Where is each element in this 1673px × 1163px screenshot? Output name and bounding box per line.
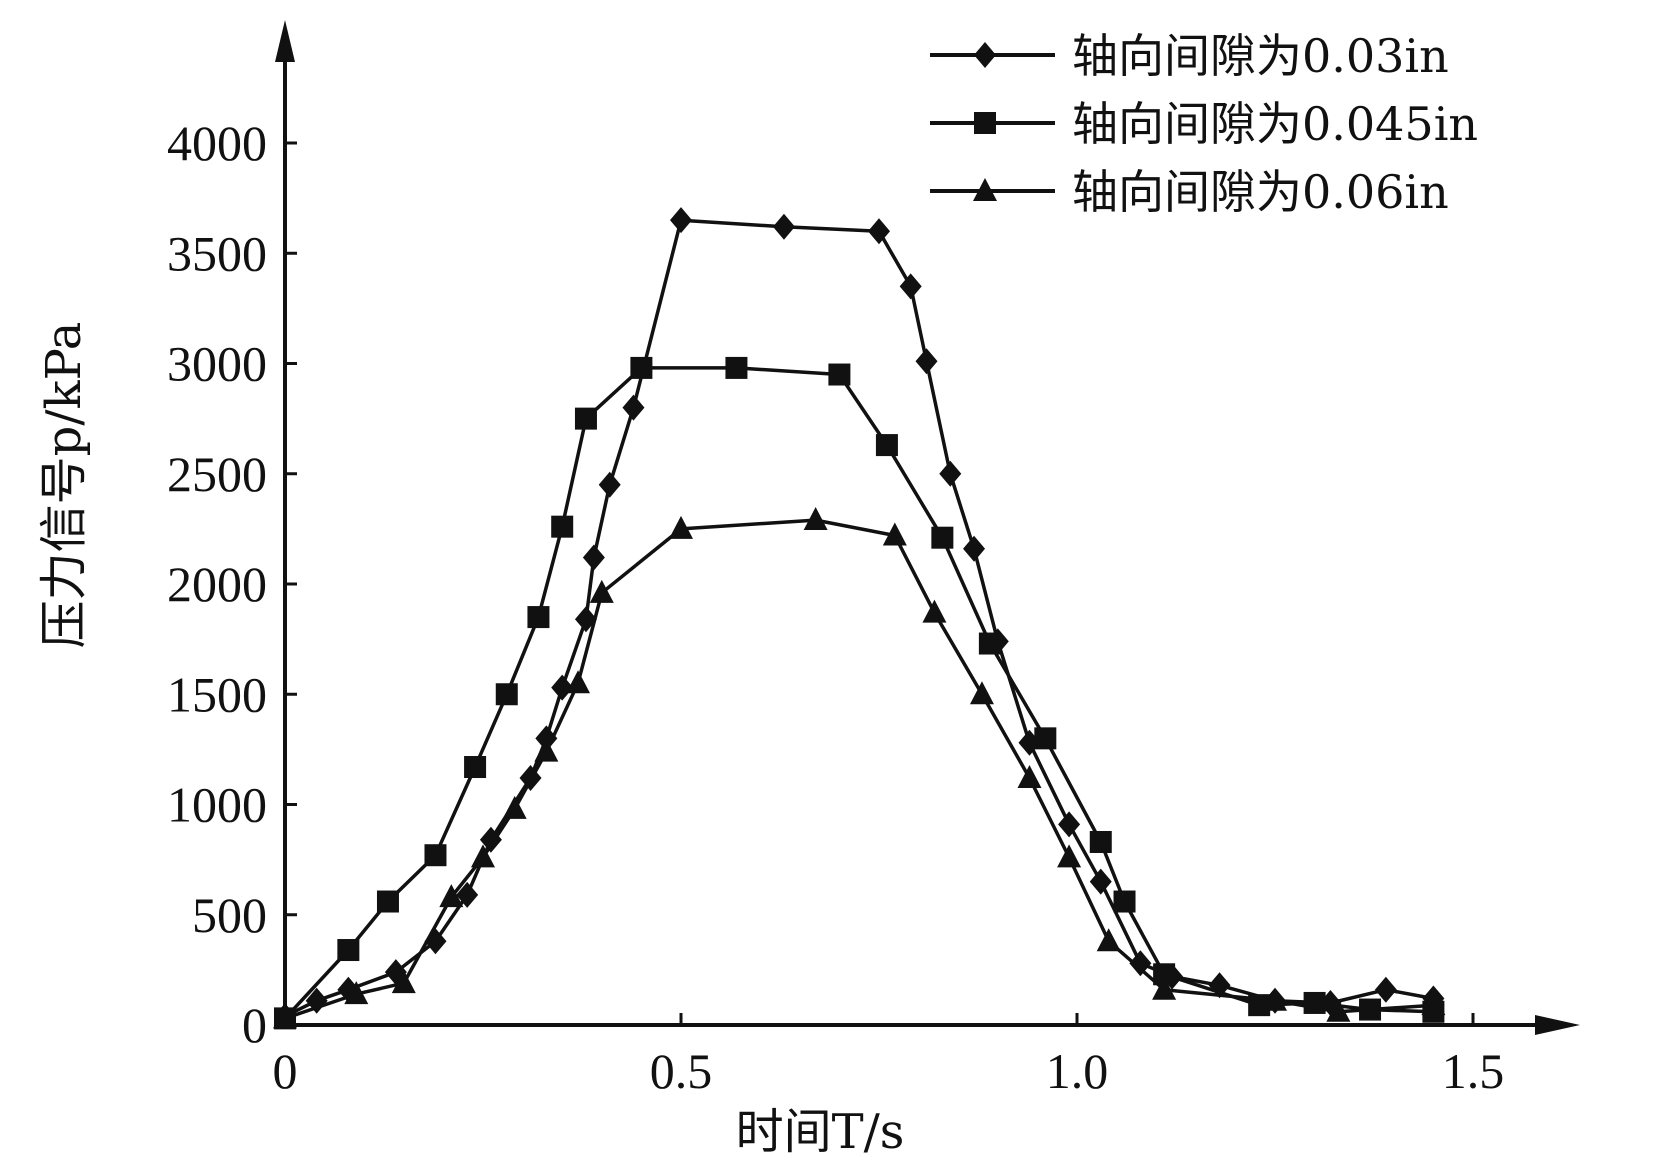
data-point-diamond — [772, 213, 795, 240]
series-layer — [273, 207, 1446, 1030]
data-point-triangle — [1096, 928, 1121, 952]
data-point-triangle — [566, 670, 591, 694]
data-point-diamond — [479, 826, 502, 853]
series-diamond — [274, 207, 1445, 1030]
data-point-diamond — [622, 394, 645, 421]
data-point-diamond — [915, 348, 938, 375]
data-point-diamond — [868, 218, 890, 245]
legend-item: 轴向间隙为0.06in — [930, 165, 1449, 219]
data-point-square — [828, 363, 851, 386]
data-point-triangle — [273, 1005, 297, 1029]
y-tick-label: 2500 — [167, 446, 267, 502]
data-point-triangle — [1421, 992, 1446, 1016]
data-point-triangle — [922, 599, 947, 623]
x-tick-group: 0 0.5 1.0 1.5 — [273, 1013, 1505, 1099]
legend-item: 轴向间隙为0.045in — [930, 97, 1478, 151]
y-tick-label: 0 — [242, 997, 267, 1053]
data-point-diamond — [963, 535, 986, 562]
legend-label: 轴向间隙为0.045in — [1072, 97, 1478, 151]
data-point-square — [376, 890, 399, 913]
data-point-diamond — [939, 460, 962, 487]
data-point-triangle — [589, 579, 614, 603]
legend-label: 轴向间隙为0.06in — [1072, 165, 1449, 219]
x-axis-arrow — [1535, 1015, 1580, 1035]
y-tick-group: 0 500 1000 1500 2000 2500 3000 3500 4000 — [167, 115, 297, 1053]
series-triangle — [273, 507, 1446, 1029]
series-line-square — [283, 366, 1434, 1020]
data-point-square — [875, 434, 898, 457]
data-point-square — [464, 756, 487, 779]
legend: 轴向间隙为0.03in 轴向间隙为0.045in 轴向间隙为0.06in — [915, 12, 1635, 222]
data-point-square — [1034, 727, 1057, 750]
y-axis-arrow — [275, 20, 295, 62]
data-point-triangle — [803, 507, 828, 531]
data-point-square — [1089, 830, 1112, 853]
data-point-diamond — [551, 674, 574, 701]
x-tick-label: 0 — [273, 1043, 298, 1099]
x-axis-title: 时间T/s — [736, 1104, 905, 1160]
data-point-diamond — [598, 471, 621, 498]
data-point-diamond — [456, 881, 479, 908]
data-point-square — [574, 407, 597, 430]
data-point-square — [630, 356, 653, 379]
y-tick-label: 4000 — [167, 115, 267, 171]
data-point-diamond — [582, 544, 605, 571]
data-point-triangle — [391, 970, 416, 994]
data-point-diamond — [1058, 811, 1081, 838]
data-point-square — [527, 606, 550, 629]
data-point-diamond — [1374, 976, 1397, 1003]
data-point-triangle — [969, 681, 994, 705]
y-tick-label: 3500 — [167, 225, 267, 281]
y-tick-label: 3000 — [167, 336, 267, 392]
data-point-square — [1113, 890, 1136, 913]
data-point-triangle — [882, 522, 907, 546]
data-point-triangle — [471, 844, 495, 868]
y-tick-label: 1500 — [167, 666, 267, 722]
data-point-diamond — [1089, 868, 1112, 895]
series-line-triangle — [284, 518, 1434, 1021]
data-point-triangle — [1326, 998, 1351, 1022]
y-axis-title: 压力信号p/kPa — [36, 322, 92, 649]
data-point-triangle — [502, 795, 527, 819]
data-point-square — [495, 683, 518, 706]
data-point-square — [337, 939, 360, 962]
data-point-triangle — [1017, 765, 1042, 789]
data-point-triangle — [1263, 987, 1287, 1011]
data-point-square — [1153, 963, 1176, 986]
axes — [275, 20, 1580, 1035]
data-point-square — [551, 515, 574, 538]
data-point-triangle — [439, 884, 464, 908]
data-point-diamond — [670, 207, 692, 234]
data-point-square — [931, 526, 954, 549]
legend-marker-diamond — [974, 42, 996, 68]
legend-label: 轴向间隙为0.03in — [1072, 29, 1449, 83]
data-point-triangle — [669, 515, 693, 539]
data-point-triangle — [1152, 976, 1177, 1000]
data-point-square — [424, 844, 447, 867]
legend-marker-square — [974, 112, 996, 134]
legend-item: 轴向间隙为0.03in — [930, 29, 1449, 83]
data-point-square — [725, 356, 748, 379]
x-tick-label: 0.5 — [650, 1043, 713, 1099]
data-point-triangle — [344, 981, 369, 1005]
data-point-triangle — [1057, 844, 1082, 868]
y-tick-label: 1000 — [167, 777, 267, 833]
y-tick-label: 500 — [192, 887, 267, 943]
x-tick-label: 1.5 — [1442, 1043, 1505, 1099]
data-point-diamond — [535, 725, 558, 752]
data-point-diamond — [899, 273, 922, 300]
data-point-diamond — [1129, 950, 1152, 977]
x-tick-label: 1.0 — [1046, 1043, 1109, 1099]
data-point-triangle — [534, 738, 559, 762]
legend-marker-triangle — [973, 178, 997, 201]
legend-background — [915, 12, 1635, 222]
y-tick-label: 2000 — [167, 556, 267, 612]
series-square — [274, 356, 1445, 1030]
data-point-square — [978, 632, 1001, 655]
